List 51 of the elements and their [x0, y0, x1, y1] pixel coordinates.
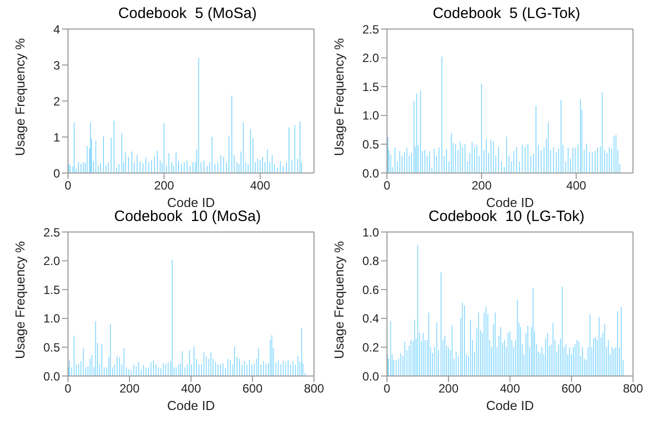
y-tick-label: 0.0: [362, 369, 380, 384]
chart-title: Codebook 10 (MoSa): [113, 207, 262, 227]
y-axis-title: Usage Frequency %: [12, 38, 28, 156]
y-tick-label: 1.0: [362, 108, 380, 123]
y-tick-label: 2.0: [43, 254, 60, 268]
x-tick-label: 400: [180, 382, 202, 396]
x-axis-title: Code ID: [167, 398, 215, 413]
y-axis-title: Usage Frequency %: [332, 240, 347, 359]
x-tick-label: 400: [566, 178, 587, 193]
y-tick-label: 0: [53, 166, 60, 180]
y-tick-label: 0.8: [362, 254, 380, 268]
y-tick-label: 1: [53, 130, 60, 144]
y-tick-label: 1.0: [43, 312, 60, 326]
x-tick-label: 0: [64, 382, 72, 396]
y-tick-label: 0.2: [362, 340, 380, 354]
y-tick-label: 0.5: [43, 340, 60, 354]
y-tick-label: 2.5: [362, 22, 380, 36]
x-tick-label: 0: [384, 382, 391, 396]
y-tick-label: 0.5: [362, 137, 380, 152]
x-tick-label: 600: [242, 382, 263, 396]
y-tick-label: 1.5: [362, 80, 380, 94]
y-tick-label: 0.0: [43, 369, 60, 384]
x-axis-title: Code ID: [486, 195, 534, 210]
x-tick-label: 800: [622, 382, 644, 396]
x-axis-title: Code ID: [486, 398, 534, 413]
chart-title: Codebook 10 (LG-Tok): [428, 207, 586, 227]
y-tick-label: 0.6: [362, 282, 380, 297]
chart-title: Codebook 5 (LG-Tok): [432, 4, 582, 24]
x-tick-label: 600: [561, 382, 582, 396]
x-tick-label: 200: [154, 178, 174, 193]
y-tick-label: 0.0: [362, 166, 380, 180]
x-tick-label: 200: [472, 178, 492, 193]
y-tick-label: 2.5: [43, 225, 60, 240]
x-tick-label: 200: [119, 382, 140, 396]
y-tick-label: 0.4: [362, 312, 380, 326]
y-tick-label: 3: [53, 58, 60, 72]
chart-title: Codebook 5 (MoSa): [117, 4, 258, 24]
y-tick-label: 2.0: [362, 51, 380, 66]
y-tick-label: 2: [53, 94, 60, 108]
x-tick-label: 800: [304, 382, 324, 396]
y-tick-label: 1.5: [43, 282, 60, 297]
x-axis-title: Code ID: [167, 195, 215, 210]
y-axis-title: Usage Frequency %: [332, 38, 347, 156]
x-tick-label: 200: [438, 382, 459, 396]
x-tick-label: 400: [500, 382, 520, 396]
y-tick-label: 4: [53, 22, 60, 36]
x-tick-label: 0: [64, 178, 72, 193]
y-axis-title: Usage Frequency %: [12, 240, 28, 359]
x-tick-label: 400: [250, 178, 271, 193]
x-tick-label: 0: [384, 178, 391, 193]
y-tick-label: 1.0: [362, 225, 380, 240]
